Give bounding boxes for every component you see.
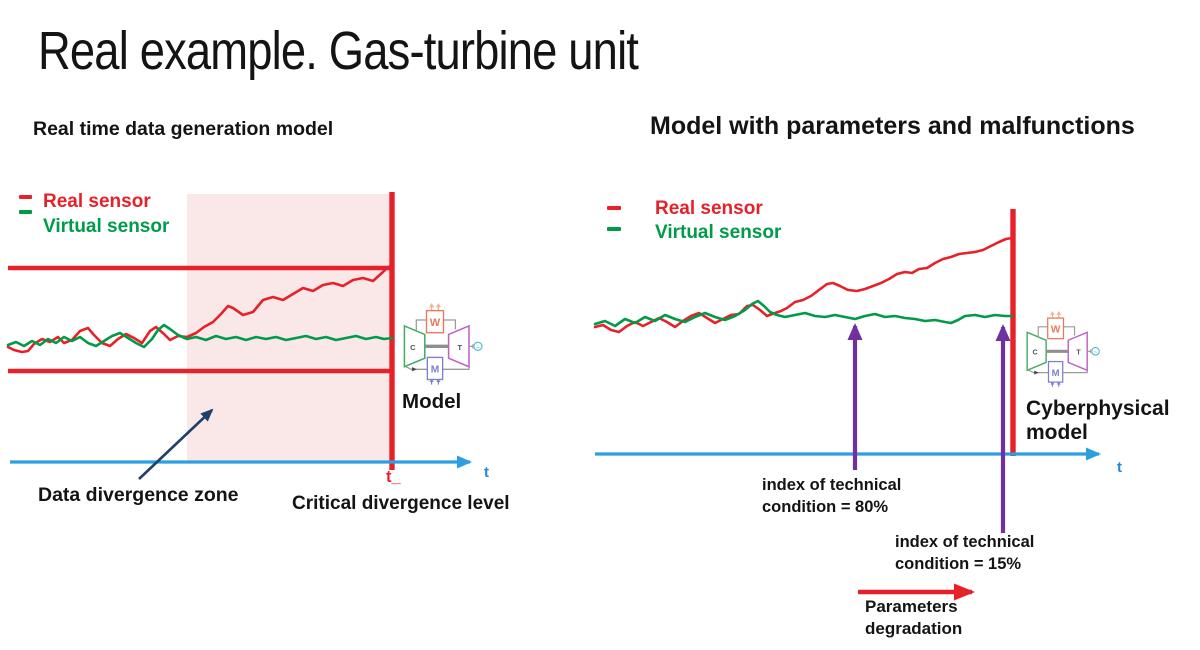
right-legend-virtual-dash (607, 227, 621, 231)
degradation-line1: Parameters (865, 597, 958, 616)
right-virtual-sensor-line (593, 299, 1014, 328)
model-label: Model (402, 390, 462, 413)
left-legend-virtual-dash (19, 210, 32, 214)
left-legend-virtual-label: Virtual sensor (43, 216, 170, 237)
right-t-axis-label: t (1117, 459, 1122, 476)
right-legend-real-dash (607, 206, 621, 210)
itc-15-line1: index of technical (895, 533, 1035, 551)
degradation-line2: degradation (865, 619, 963, 638)
right-legend-real-label: Real sensor (655, 198, 763, 219)
left-legend-real-label: Real sensor (43, 191, 151, 212)
slide-title: Real example. Gas-turbine unit (38, 21, 639, 81)
itc-15-label: index of technical condition = 15% (895, 532, 1034, 575)
left-t-axis-label: t (484, 464, 489, 481)
left-t-critical-label: t_ (386, 468, 401, 486)
itc-80-line2: condition = 80% (762, 497, 889, 516)
itc-80-label: index of technical condition = 80% (762, 475, 901, 518)
left-panel-header: Real time data generation model (33, 118, 334, 140)
left-legend-real-dash (19, 195, 32, 199)
right-legend-virtual-label: Virtual sensor (655, 222, 782, 243)
left-virtual-sensor-line (6, 323, 394, 349)
divergence-zone-region (187, 194, 392, 462)
itc-15-line2: condition = 15% (895, 554, 1022, 573)
parameters-degradation-label: Parameters degradation (865, 596, 962, 640)
cyberphysical-line1: Cyberphysical (1026, 397, 1170, 420)
critical-divergence-label: Critical divergence level (292, 493, 510, 514)
cyberphysical-line2: model (1026, 421, 1088, 444)
model-icon (402, 301, 484, 387)
divergence-zone-pointer-arrow (138, 408, 214, 480)
right-panel-header: Model with parameters and malfunctions (650, 112, 1135, 140)
divergence-zone-label: Data divergence zone (38, 484, 239, 506)
itc-80-line1: index of technical (762, 476, 902, 494)
cyberphysical-model-label: Cyberphysical model (1026, 397, 1196, 445)
right-real-sensor-line (593, 236, 1014, 334)
cyberphysical-model-icon (1025, 309, 1101, 389)
